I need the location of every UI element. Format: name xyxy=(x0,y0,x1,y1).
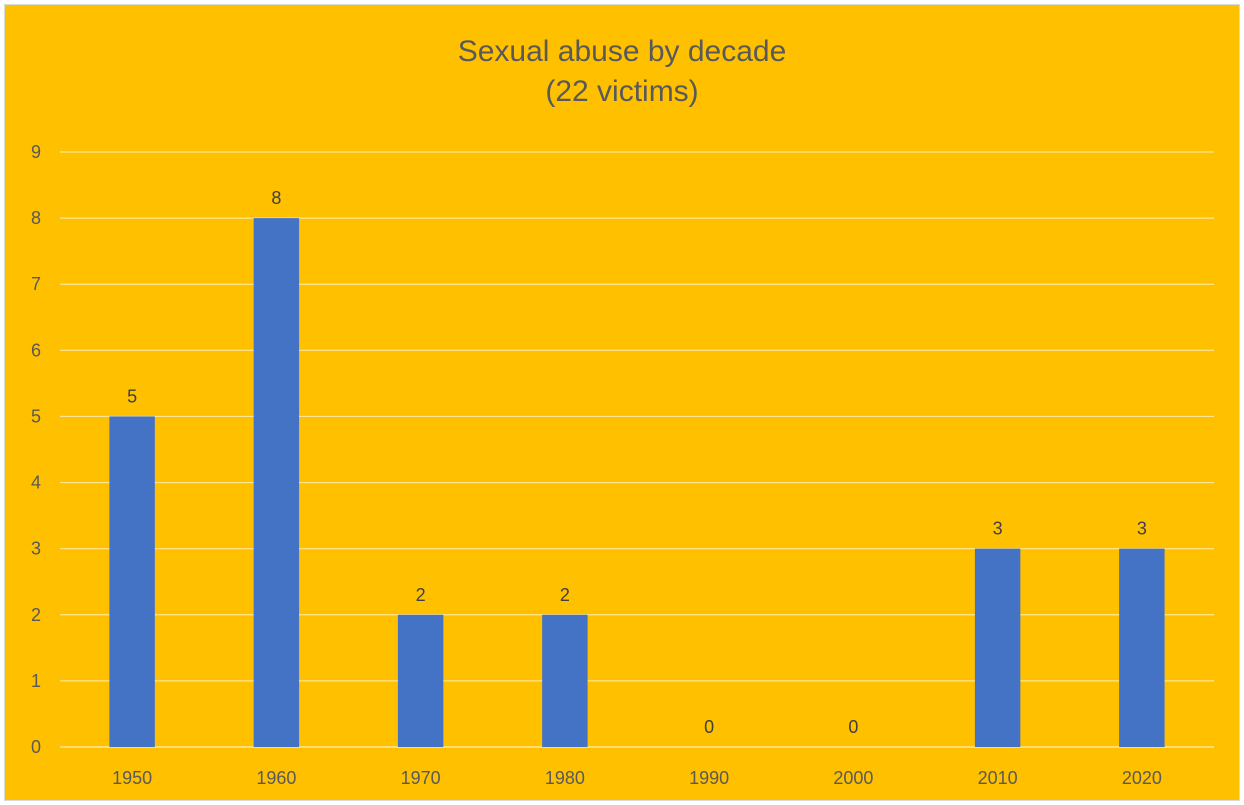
y-tick-label: 6 xyxy=(31,340,41,360)
y-tick-label: 1 xyxy=(31,671,41,691)
x-tick-label: 2020 xyxy=(1122,768,1162,788)
data-labels: 5 8 2 2 0 0 3 3 xyxy=(127,188,1147,737)
chart-subtitle: (22 victims) xyxy=(545,75,698,108)
x-tick-label: 1980 xyxy=(545,768,585,788)
x-tick-label: 1960 xyxy=(256,768,296,788)
data-label-2000: 0 xyxy=(848,717,858,737)
bar-1980 xyxy=(542,614,588,747)
x-tick-label: 2000 xyxy=(833,768,873,788)
data-label-2010: 3 xyxy=(993,519,1003,539)
y-tick-label: 3 xyxy=(31,539,41,559)
data-label-1980: 2 xyxy=(560,585,570,605)
bar-2020 xyxy=(1119,548,1165,747)
y-tick-label: 0 xyxy=(31,737,41,757)
x-axis-ticks: 1950 1960 1970 1980 1990 2000 2010 2020 xyxy=(112,768,1162,788)
x-tick-label: 2010 xyxy=(978,768,1018,788)
y-tick-label: 5 xyxy=(31,406,41,426)
y-tick-label: 2 xyxy=(31,605,41,625)
data-label-1960: 8 xyxy=(271,188,281,208)
x-tick-label: 1990 xyxy=(689,768,729,788)
data-label-2020: 3 xyxy=(1137,519,1147,539)
bar-1970 xyxy=(397,614,444,747)
y-tick-label: 9 xyxy=(31,142,41,162)
chart-title: Sexual abuse by decade xyxy=(458,35,787,68)
y-tick-label: 8 xyxy=(31,208,41,228)
bar-2010 xyxy=(974,548,1021,747)
data-label-1950: 5 xyxy=(127,386,137,406)
data-label-1970: 2 xyxy=(416,585,426,605)
y-tick-label: 4 xyxy=(31,473,41,493)
gridlines xyxy=(60,151,1214,748)
y-axis-ticks: 0 1 2 3 4 5 6 7 8 9 xyxy=(31,142,41,757)
bars xyxy=(109,218,1165,748)
y-tick-label: 7 xyxy=(31,274,41,294)
data-label-1990: 0 xyxy=(704,717,714,737)
x-tick-label: 1970 xyxy=(401,768,441,788)
bar-1950 xyxy=(109,416,155,747)
x-tick-label: 1950 xyxy=(112,768,152,788)
chart-area xyxy=(4,4,1240,801)
bar-1960 xyxy=(253,218,300,748)
